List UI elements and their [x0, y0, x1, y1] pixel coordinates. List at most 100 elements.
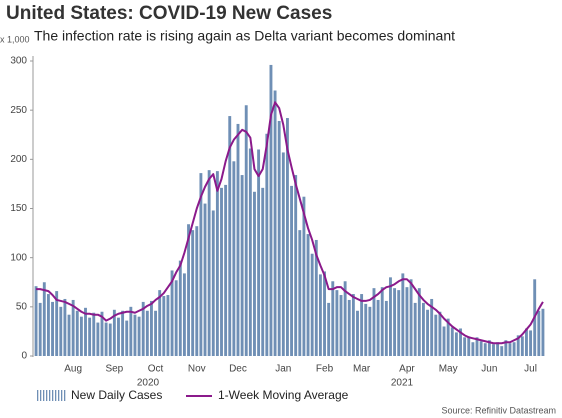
bar: [327, 302, 331, 356]
bar: [380, 287, 384, 356]
bar: [211, 210, 215, 356]
bar: [483, 343, 487, 356]
bar: [318, 274, 322, 356]
year-label: 2020: [137, 378, 160, 389]
legend-label: 1-Week Moving Average: [218, 388, 349, 402]
bar: [84, 307, 87, 356]
bar: [244, 105, 248, 356]
bar: [199, 173, 203, 356]
y-tick-label: 150: [10, 203, 27, 214]
bar: [281, 152, 285, 356]
bar: [446, 318, 450, 356]
y-tick-label: 50: [16, 301, 28, 312]
bar: [207, 170, 211, 356]
bar: [496, 342, 500, 356]
bar: [389, 277, 392, 356]
bar: [63, 298, 67, 356]
bar: [438, 311, 442, 356]
x-tick-label: Jul: [524, 364, 537, 375]
bar: [71, 299, 75, 356]
bar: [463, 337, 467, 356]
y-unit: x 1,000: [0, 34, 30, 44]
bar: [401, 273, 405, 356]
bar: [203, 203, 207, 356]
bar: [475, 337, 479, 356]
bar: [100, 311, 104, 356]
bar: [454, 332, 458, 356]
bar: [541, 308, 545, 356]
x-tick-label: Jan: [275, 364, 291, 375]
x-tick-label: Aug: [64, 364, 82, 375]
bar: [520, 336, 524, 356]
bar: [162, 296, 166, 356]
bar: [137, 316, 141, 356]
bar: [174, 280, 178, 356]
bar: [261, 187, 265, 356]
bar: [46, 294, 50, 356]
bar: [285, 118, 289, 357]
bar: [187, 224, 190, 356]
bar: [487, 340, 491, 356]
bar: [384, 300, 388, 356]
bar: [253, 191, 256, 356]
bar: [306, 234, 310, 356]
x-tick-label: Oct: [148, 364, 164, 375]
bar: [426, 309, 429, 356]
bar: [471, 342, 475, 356]
bar: [67, 314, 71, 356]
bar: [232, 161, 236, 356]
bar: [75, 310, 79, 356]
bar: [504, 340, 508, 356]
bar: [512, 342, 516, 356]
bar: [537, 310, 541, 356]
bar: [170, 270, 174, 356]
y-tick-label: 300: [10, 56, 27, 67]
bar: [417, 288, 421, 356]
bar: [430, 298, 434, 356]
bar: [158, 290, 162, 356]
bar: [298, 230, 302, 356]
bar: [450, 327, 454, 356]
bar: [294, 175, 298, 356]
bar: [347, 299, 351, 356]
bar: [351, 294, 355, 356]
bar: [339, 295, 343, 356]
y-tick-label: 250: [10, 105, 27, 116]
bar: [290, 185, 294, 356]
line: [36, 101, 544, 345]
bar: [421, 302, 425, 356]
bar: [257, 149, 261, 356]
bar: [269, 64, 273, 356]
chart-title: United States: COVID-19 New Cases: [6, 3, 332, 24]
bar: [525, 328, 528, 356]
bar: [442, 326, 446, 356]
bar: [356, 310, 359, 356]
x-tick-label: Jun: [481, 364, 497, 375]
bar: [479, 341, 483, 356]
x-tick-label: Apr: [399, 364, 415, 375]
bar: [467, 336, 471, 356]
bar: [500, 346, 504, 356]
bar: [79, 316, 83, 356]
bar: [265, 133, 269, 356]
bar: [141, 301, 145, 356]
bar: [51, 301, 54, 356]
bar: [154, 310, 158, 356]
x-tick-label: Feb: [316, 364, 334, 375]
source-note: Source: Refinitiv Datastream: [441, 405, 556, 415]
bar: [413, 302, 417, 356]
bar: [34, 286, 38, 356]
bar: [459, 328, 462, 356]
bar: [516, 335, 520, 356]
bar: [55, 291, 59, 356]
bar: [220, 187, 223, 356]
x-tick-label: May: [439, 364, 458, 375]
bar: [343, 281, 347, 356]
bar: [166, 295, 170, 356]
bar: [121, 310, 125, 356]
bar: [434, 314, 438, 356]
bar: [178, 260, 182, 356]
bar: [182, 273, 186, 356]
bar: [376, 299, 380, 356]
y-tick-label: 100: [10, 252, 27, 263]
